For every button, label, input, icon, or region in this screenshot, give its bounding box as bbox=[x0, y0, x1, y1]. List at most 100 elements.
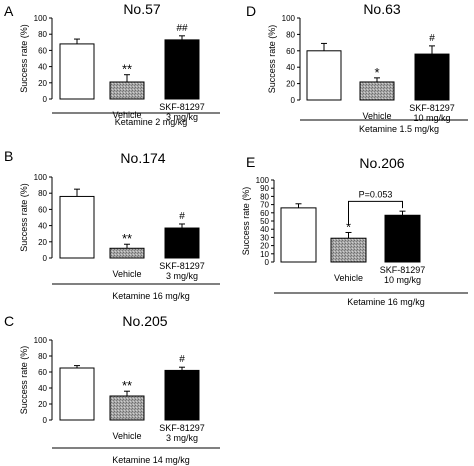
y-axis-label: Success rate (%) bbox=[19, 346, 29, 415]
y-tick-label: 10 bbox=[260, 250, 269, 259]
panel-letter: B bbox=[4, 148, 13, 164]
y-axis-label: Success rate (%) bbox=[241, 187, 251, 256]
treatment-label: Ketamine 16 mg/kg bbox=[112, 291, 190, 301]
y-tick-label: 0 bbox=[43, 254, 48, 263]
y-tick-label: 20 bbox=[286, 80, 295, 89]
significance-mark: ** bbox=[122, 231, 132, 246]
x-category-label: SKF-81297 3 mg/kg bbox=[159, 423, 205, 443]
y-tick-label: 60 bbox=[286, 47, 295, 56]
x-category-label-line: SKF-81297 bbox=[380, 265, 426, 275]
x-category-label-line: Vehicle bbox=[334, 273, 363, 283]
x-category-label: Vehicle bbox=[112, 269, 141, 279]
x-category-label-line: Vehicle bbox=[112, 431, 141, 441]
x-category-label: SKF-81297 10 mg/kg bbox=[380, 265, 426, 285]
panel-title: No.174 bbox=[120, 150, 165, 166]
y-tick-label: 90 bbox=[260, 184, 269, 193]
significance-mark: * bbox=[346, 219, 351, 234]
y-tick-label: 40 bbox=[38, 384, 47, 393]
significance-mark: # bbox=[179, 211, 185, 222]
y-tick-label: 60 bbox=[38, 46, 47, 55]
y-tick-label: 80 bbox=[260, 192, 269, 201]
y-tick-label: 100 bbox=[256, 176, 270, 185]
y-tick-label: 20 bbox=[38, 79, 47, 88]
y-tick-label: 40 bbox=[260, 225, 269, 234]
bar bbox=[109, 395, 145, 421]
bar bbox=[109, 247, 145, 259]
y-tick-label: 100 bbox=[282, 14, 296, 23]
x-category-label: Vehicle bbox=[112, 110, 141, 120]
x-category-label: Vehicle bbox=[112, 431, 141, 441]
y-tick-label: 0 bbox=[43, 416, 48, 425]
x-category-label-line: Vehicle bbox=[362, 111, 391, 121]
y-axis-label: Success rate (%) bbox=[19, 183, 29, 252]
bar bbox=[164, 369, 200, 421]
y-tick-label: 100 bbox=[34, 336, 48, 345]
y-tick-label: 0 bbox=[43, 95, 48, 104]
y-tick-label: 40 bbox=[286, 63, 295, 72]
x-category-label: Vehicle bbox=[362, 111, 391, 121]
panel-title: No.206 bbox=[359, 155, 404, 171]
bar bbox=[306, 50, 342, 101]
y-tick-label: 100 bbox=[34, 173, 48, 182]
bar bbox=[359, 81, 395, 101]
x-category-label: SKF-81297 10 mg/kg bbox=[409, 103, 455, 123]
bar bbox=[59, 43, 95, 100]
significance-mark: # bbox=[179, 354, 185, 365]
y-axis-label: Success rate (%) bbox=[19, 24, 29, 93]
panel-title: No.57 bbox=[123, 1, 161, 17]
panel-letter: E bbox=[246, 154, 255, 170]
panel-letter: A bbox=[4, 3, 14, 19]
x-category-label-line: 3 mg/kg bbox=[166, 433, 198, 443]
y-tick-label: 40 bbox=[38, 222, 47, 231]
comparison-bracket bbox=[348, 200, 403, 225]
y-tick-label: 60 bbox=[260, 209, 269, 218]
chart-panel-d: D No.63 0 20 40 60 80 100 Success rate (%) * # Vehi… bbox=[246, 1, 468, 134]
y-tick-label: 20 bbox=[38, 400, 47, 409]
chart-panel-c: C No.205 0 20 40 60 80 100 Success rate (%) ** # Ve… bbox=[4, 313, 220, 465]
bar bbox=[59, 195, 95, 259]
panel-letter: C bbox=[4, 313, 14, 329]
treatment-label: Ketamine 16 mg/kg bbox=[347, 297, 425, 307]
x-category-label: SKF-81297 3 mg/kg bbox=[159, 102, 205, 122]
significance-mark: ** bbox=[122, 378, 132, 393]
panel-title: No.63 bbox=[363, 1, 401, 17]
bar bbox=[414, 53, 450, 101]
x-category-label-line: 3 mg/kg bbox=[166, 112, 198, 122]
bar bbox=[330, 237, 367, 263]
y-tick-label: 30 bbox=[260, 233, 269, 242]
chart-panel-b: B No.174 0 20 40 60 80 100 Success rate (%) ** # Ve… bbox=[4, 148, 220, 301]
y-tick-label: 20 bbox=[38, 238, 47, 247]
x-category-label-line: SKF-81297 bbox=[159, 423, 205, 433]
y-tick-label: 0 bbox=[291, 96, 296, 105]
x-category-label-line: 3 mg/kg bbox=[166, 271, 198, 281]
bar bbox=[109, 81, 145, 100]
y-axis-label: Success rate (%) bbox=[267, 25, 277, 94]
y-tick-label: 40 bbox=[38, 63, 47, 72]
y-tick-label: 80 bbox=[38, 30, 47, 39]
x-category-label: Vehicle bbox=[334, 273, 363, 283]
chart-panel-a: A No.57 0 20 40 60 80 100 Success rate (%) ** ## Ve… bbox=[4, 1, 220, 127]
y-tick-label: 80 bbox=[38, 189, 47, 198]
comparison-label: P=0.053 bbox=[359, 189, 393, 199]
y-tick-label: 0 bbox=[265, 258, 270, 267]
bar bbox=[164, 227, 200, 259]
treatment-label: Ketamine 1.5 mg/kg bbox=[359, 124, 439, 134]
bar bbox=[164, 39, 200, 100]
treatment-label: Ketamine 14 mg/kg bbox=[112, 455, 190, 465]
x-category-label-line: 10 mg/kg bbox=[384, 275, 421, 285]
x-category-label-line: SKF-81297 bbox=[159, 261, 205, 271]
panel-letter: D bbox=[246, 3, 256, 19]
y-tick-label: 80 bbox=[38, 352, 47, 361]
significance-mark: * bbox=[374, 65, 379, 80]
significance-mark: # bbox=[429, 33, 435, 44]
significance-mark: ## bbox=[176, 23, 188, 34]
bar bbox=[384, 214, 421, 263]
y-tick-label: 70 bbox=[260, 201, 269, 210]
x-category-label-line: Vehicle bbox=[112, 269, 141, 279]
y-tick-label: 100 bbox=[34, 14, 48, 23]
y-tick-label: 20 bbox=[260, 242, 269, 251]
y-tick-label: 60 bbox=[38, 205, 47, 214]
treatment-label: Ketamine 2 mg/kg bbox=[115, 117, 188, 127]
